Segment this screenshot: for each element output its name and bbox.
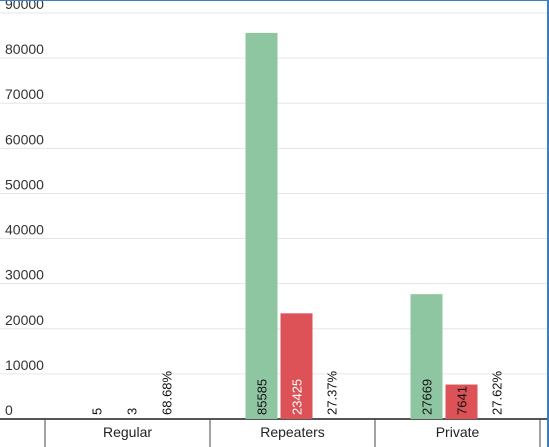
y-tick-label: 60000: [5, 131, 44, 147]
y-tick-label: 40000: [5, 222, 44, 238]
data-label: 7641: [455, 386, 470, 415]
bar: [445, 384, 478, 419]
data-label: 5: [90, 408, 105, 415]
data-label: 27.37%: [325, 370, 340, 415]
y-tick-label: 20000: [5, 312, 44, 328]
y-tick-label: 10000: [5, 357, 44, 373]
y-tick-label: 30000: [5, 267, 44, 283]
bar: [280, 313, 313, 419]
y-tick-label: 90000: [5, 1, 44, 12]
data-label: 27669: [420, 379, 435, 415]
data-label: 85585: [255, 379, 270, 415]
data-label: 68.68%: [160, 370, 175, 415]
y-tick-label: 80000: [5, 41, 44, 57]
data-label: 23425: [290, 379, 305, 415]
y-tick-label: 50000: [5, 176, 44, 192]
data-label: 3: [125, 408, 140, 415]
y-tick-label: 70000: [5, 86, 44, 102]
y-tick-label: 0: [5, 402, 13, 418]
bar: [410, 294, 443, 419]
x-tick-label: Regular: [103, 424, 152, 440]
x-tick-label: Repeaters: [260, 424, 325, 440]
x-tick-label: Private: [436, 424, 480, 440]
bar: [245, 32, 278, 419]
data-label: 27.62%: [490, 370, 505, 415]
